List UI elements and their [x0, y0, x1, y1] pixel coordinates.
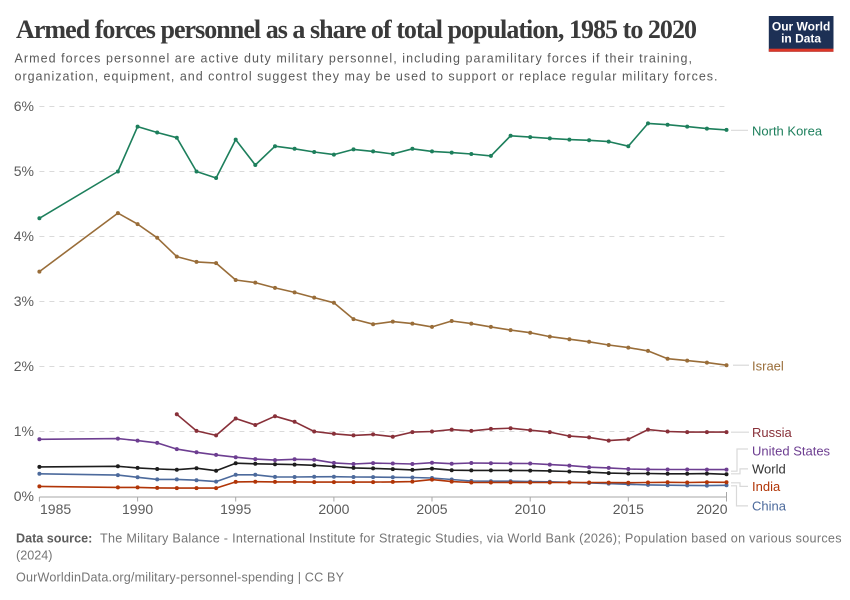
svg-text:(2024): (2024): [16, 549, 52, 563]
svg-text:Russia: Russia: [752, 425, 793, 440]
svg-text:Armed forces personnel are act: Armed forces personnel are active duty m…: [15, 52, 693, 66]
svg-text:World: World: [752, 461, 786, 476]
svg-text:OurWorldinData.org/military-pe: OurWorldinData.org/military-personnel-sp…: [16, 571, 345, 585]
svg-text:organization, equipment, and c: organization, equipment, and control sug…: [15, 69, 718, 83]
svg-text:4%: 4%: [14, 228, 34, 244]
svg-text:The Military Balance - Interna: The Military Balance - International Ins…: [100, 532, 841, 546]
svg-text:6%: 6%: [14, 98, 34, 114]
svg-text:2%: 2%: [14, 358, 34, 374]
svg-text:5%: 5%: [14, 163, 34, 179]
svg-text:China: China: [752, 498, 787, 513]
svg-text:2010: 2010: [515, 501, 546, 517]
svg-text:1%: 1%: [14, 423, 34, 439]
svg-text:1990: 1990: [122, 501, 153, 517]
svg-text:Data source:: Data source:: [16, 532, 92, 546]
svg-text:1985: 1985: [40, 501, 71, 517]
svg-text:North Korea: North Korea: [752, 123, 823, 138]
svg-text:India: India: [752, 479, 781, 494]
svg-text:2000: 2000: [318, 501, 349, 517]
svg-text:2020: 2020: [696, 501, 727, 517]
svg-text:2015: 2015: [613, 501, 644, 517]
svg-text:in Data: in Data: [781, 32, 821, 46]
svg-text:Our World: Our World: [772, 19, 830, 33]
svg-text:Israel: Israel: [752, 359, 784, 374]
svg-text:1995: 1995: [220, 501, 251, 517]
svg-text:United States: United States: [752, 444, 831, 459]
svg-text:Armed forces personnel as a sh: Armed forces personnel as a share of tot…: [16, 15, 697, 44]
svg-text:0%: 0%: [14, 488, 34, 504]
svg-text:3%: 3%: [14, 293, 34, 309]
svg-text:2005: 2005: [416, 501, 447, 517]
